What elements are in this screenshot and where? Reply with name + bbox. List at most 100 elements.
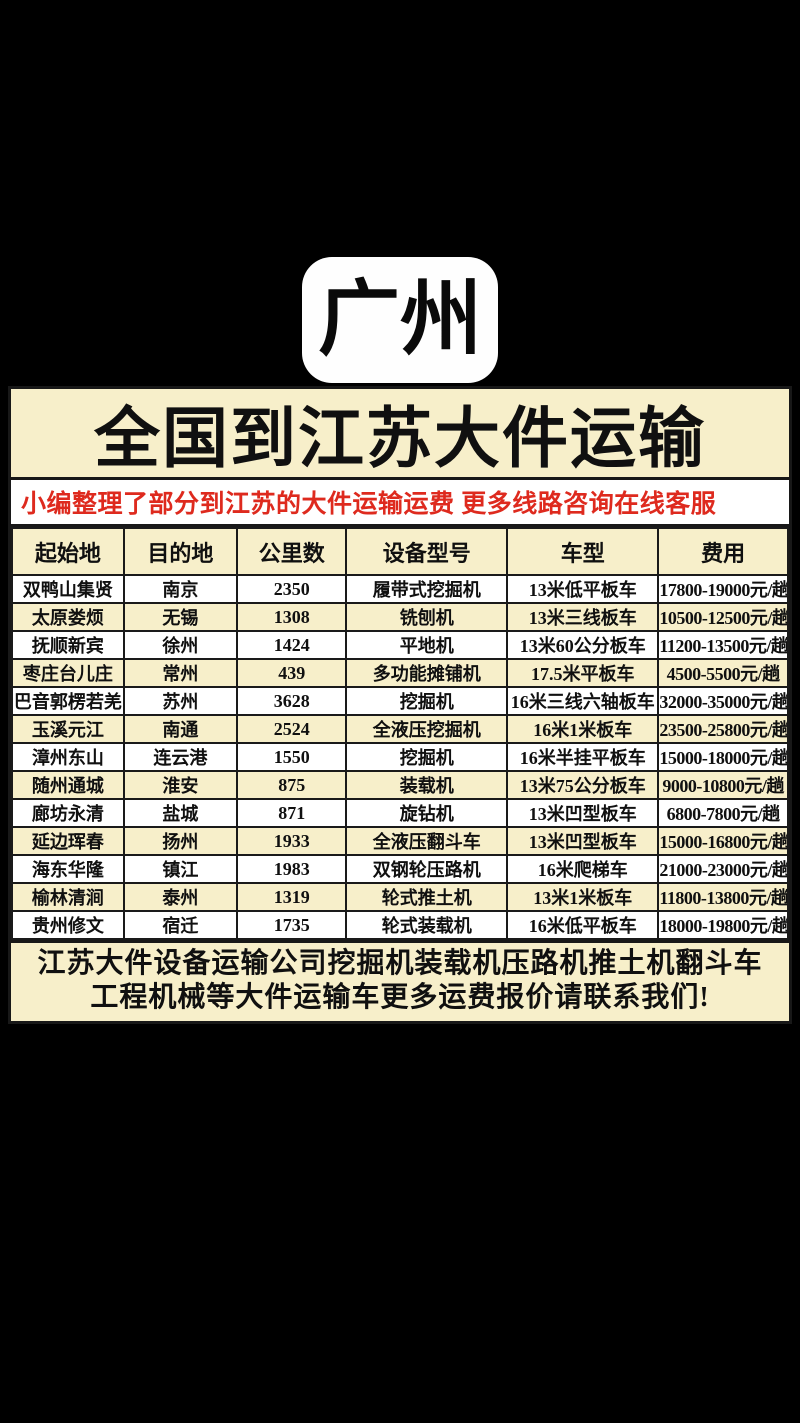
header-distance: 公里数 <box>236 527 348 576</box>
cell-destination: 扬州 <box>122 826 239 856</box>
table-row: 贵州修文 宿迁 1735 轮式装载机 16米低平板车 18000-19800元/… <box>11 910 789 940</box>
cell-distance: 1983 <box>236 854 348 884</box>
cell-equipment: 轮式装载机 <box>345 910 509 940</box>
cell-origin: 廊坊永清 <box>11 798 125 828</box>
panel-title: 全国到江苏大件运输 <box>94 403 706 476</box>
cell-vehicle: 13米75公分板车 <box>506 770 660 800</box>
header-origin: 起始地 <box>11 527 125 576</box>
cell-equipment: 挖掘机 <box>345 686 509 716</box>
cell-origin: 延边珲春 <box>11 826 125 856</box>
table-row: 抚顺新宾 徐州 1424 平地机 13米60公分板车 11200-13500元/… <box>11 630 789 660</box>
cell-vehicle: 16米1米板车 <box>506 714 660 744</box>
table-row: 廊坊永清 盐城 871 旋钻机 13米凹型板车 6800-7800元/趟 <box>11 798 789 828</box>
cell-distance: 871 <box>236 798 348 828</box>
cell-fee: 11200-13500元/趟 <box>657 630 789 660</box>
cell-vehicle: 16米三线六轴板车 <box>506 686 660 716</box>
table-row: 延边珲春 扬州 1933 全液压翻斗车 13米凹型板车 15000-16800元… <box>11 826 789 856</box>
cell-fee: 18000-19800元/趟 <box>657 910 789 940</box>
header-destination: 目的地 <box>122 527 239 576</box>
cell-equipment: 装载机 <box>345 770 509 800</box>
cell-vehicle: 17.5米平板车 <box>506 658 660 688</box>
cell-fee: 15000-16800元/趟 <box>657 826 789 856</box>
cell-origin: 玉溪元江 <box>11 714 125 744</box>
cell-equipment: 全液压挖掘机 <box>345 714 509 744</box>
cell-distance: 1308 <box>236 602 348 632</box>
cell-distance: 1424 <box>236 630 348 660</box>
price-table: 起始地 目的地 公里数 设备型号 车型 费用 双鸭山集贤 南京 2350 履带式… <box>11 527 789 940</box>
table-row: 巴音郭楞若羌 苏州 3628 挖掘机 16米三线六轴板车 32000-35000… <box>11 686 789 716</box>
cell-destination: 常州 <box>122 658 239 688</box>
table-row: 海东华隆 镇江 1983 双钢轮压路机 16米爬梯车 21000-23000元/… <box>11 854 789 884</box>
cell-equipment: 双钢轮压路机 <box>345 854 509 884</box>
cell-equipment: 轮式推土机 <box>345 882 509 912</box>
table-row: 随州通城 淮安 875 装载机 13米75公分板车 9000-10800元/趟 <box>11 770 789 800</box>
cell-fee: 11800-13800元/趟 <box>657 882 789 912</box>
table-header-row: 起始地 目的地 公里数 设备型号 车型 费用 <box>11 527 789 576</box>
cell-equipment: 履带式挖掘机 <box>345 574 509 604</box>
cell-equipment: 挖掘机 <box>345 742 509 772</box>
cell-destination: 连云港 <box>122 742 239 772</box>
footer-line-1: 江苏大件设备运输公司挖掘机装载机压路机推土机翻斗车 <box>37 948 763 979</box>
cell-distance: 875 <box>236 770 348 800</box>
cell-origin: 随州通城 <box>11 770 125 800</box>
cell-distance: 2524 <box>236 714 348 744</box>
cell-origin: 双鸭山集贤 <box>11 574 125 604</box>
table-row: 太原娄烦 无锡 1308 铣刨机 13米三线板车 10500-12500元/趟 <box>11 602 789 632</box>
cell-vehicle: 16米低平板车 <box>506 910 660 940</box>
cell-fee: 17800-19000元/趟 <box>657 574 789 604</box>
cell-equipment: 平地机 <box>345 630 509 660</box>
price-panel: 全国到江苏大件运输 小编整理了部分到江苏的大件运输运费 更多线路咨询在线客服 起… <box>8 386 792 1024</box>
cell-vehicle: 13米低平板车 <box>506 574 660 604</box>
header-equipment: 设备型号 <box>345 527 509 576</box>
cell-destination: 无锡 <box>122 602 239 632</box>
cell-destination: 淮安 <box>122 770 239 800</box>
cell-equipment: 旋钻机 <box>345 798 509 828</box>
cell-fee: 4500-5500元/趟 <box>657 658 789 688</box>
city-badge: 广州 <box>302 257 498 383</box>
cell-fee: 23500-25800元/趟 <box>657 714 789 744</box>
table-row: 双鸭山集贤 南京 2350 履带式挖掘机 13米低平板车 17800-19000… <box>11 574 789 604</box>
cell-destination: 徐州 <box>122 630 239 660</box>
cell-origin: 抚顺新宾 <box>11 630 125 660</box>
cell-distance: 1319 <box>236 882 348 912</box>
cell-vehicle: 16米爬梯车 <box>506 854 660 884</box>
cell-destination: 镇江 <box>122 854 239 884</box>
panel-subtitle: 小编整理了部分到江苏的大件运输运费 更多线路咨询在线客服 <box>21 491 717 518</box>
table-body: 双鸭山集贤 南京 2350 履带式挖掘机 13米低平板车 17800-19000… <box>11 574 789 940</box>
cell-origin: 海东华隆 <box>11 854 125 884</box>
cell-origin: 巴音郭楞若羌 <box>11 686 125 716</box>
header-vehicle: 车型 <box>506 527 660 576</box>
cell-fee: 21000-23000元/趟 <box>657 854 789 884</box>
table-row: 枣庄台儿庄 常州 439 多功能摊铺机 17.5米平板车 4500-5500元/… <box>11 658 789 688</box>
cell-distance: 439 <box>236 658 348 688</box>
cell-origin: 榆林清涧 <box>11 882 125 912</box>
cell-vehicle: 13米三线板车 <box>506 602 660 632</box>
cell-destination: 苏州 <box>122 686 239 716</box>
cell-origin: 贵州修文 <box>11 910 125 940</box>
cell-equipment: 铣刨机 <box>345 602 509 632</box>
cell-fee: 32000-35000元/趟 <box>657 686 789 716</box>
cell-destination: 南京 <box>122 574 239 604</box>
panel-title-section: 全国到江苏大件运输 <box>11 389 789 480</box>
panel-footer: 江苏大件设备运输公司挖掘机装载机压路机推土机翻斗车 工程机械等大件运输车更多运费… <box>11 940 789 1021</box>
cell-fee: 9000-10800元/趟 <box>657 770 789 800</box>
table-row: 漳州东山 连云港 1550 挖掘机 16米半挂平板车 15000-18000元/… <box>11 742 789 772</box>
cell-equipment: 全液压翻斗车 <box>345 826 509 856</box>
cell-origin: 枣庄台儿庄 <box>11 658 125 688</box>
cell-destination: 盐城 <box>122 798 239 828</box>
cell-origin: 漳州东山 <box>11 742 125 772</box>
cell-distance: 1933 <box>236 826 348 856</box>
cell-vehicle: 13米1米板车 <box>506 882 660 912</box>
cell-distance: 1550 <box>236 742 348 772</box>
cell-fee: 6800-7800元/趟 <box>657 798 789 828</box>
cell-vehicle: 13米凹型板车 <box>506 826 660 856</box>
cell-fee: 10500-12500元/趟 <box>657 602 789 632</box>
cell-origin: 太原娄烦 <box>11 602 125 632</box>
cell-distance: 1735 <box>236 910 348 940</box>
cell-distance: 3628 <box>236 686 348 716</box>
city-badge-label: 广州 <box>317 274 482 365</box>
cell-destination: 泰州 <box>122 882 239 912</box>
table-row: 榆林清涧 泰州 1319 轮式推土机 13米1米板车 11800-13800元/… <box>11 882 789 912</box>
cell-destination: 宿迁 <box>122 910 239 940</box>
